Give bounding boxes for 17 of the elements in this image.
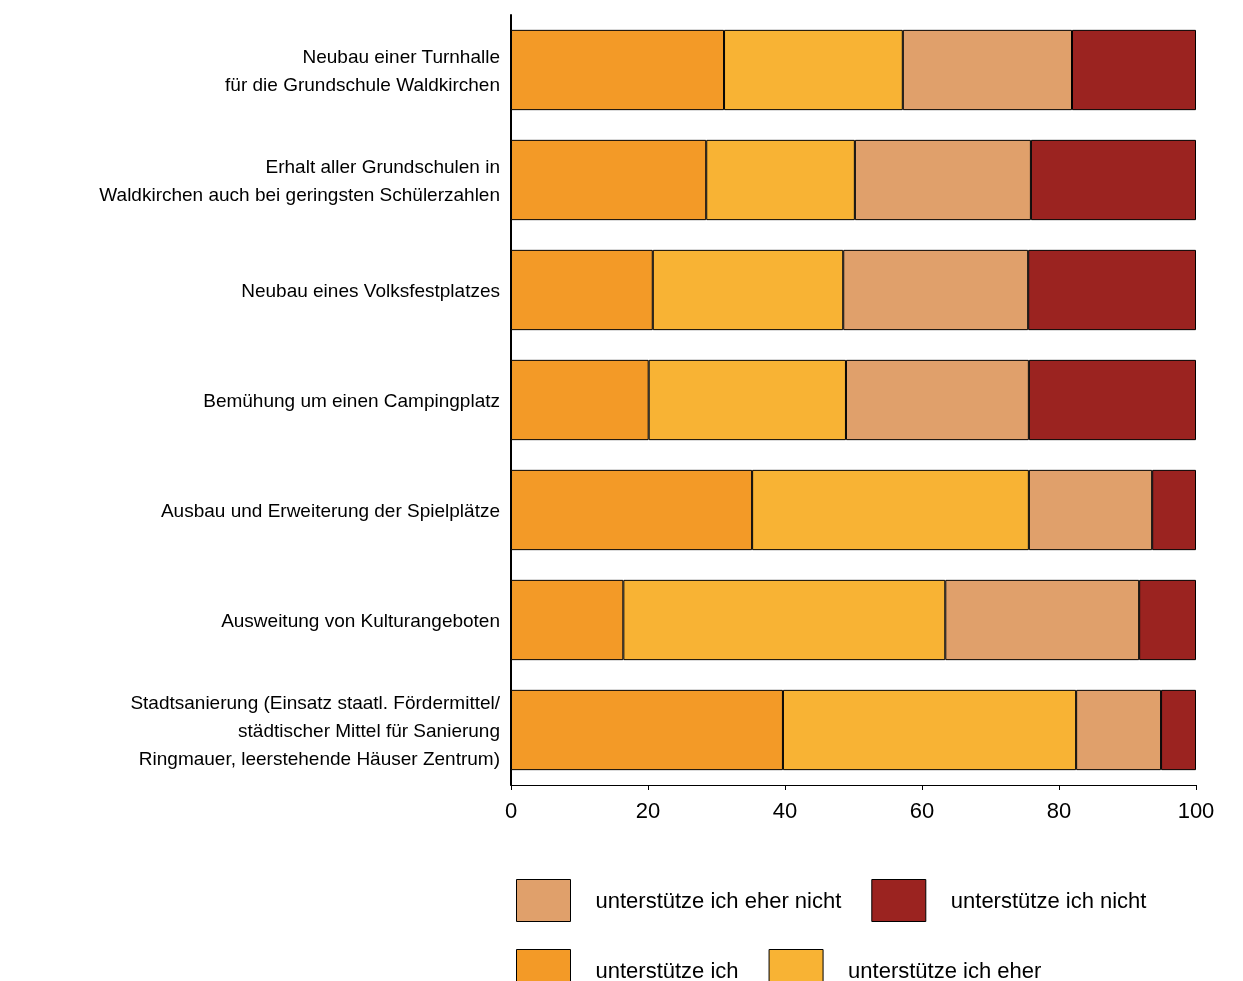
legend-label: unterstütze ich eher: [848, 958, 1042, 981]
y-tick-label: Ausweitung von Kulturangeboten: [221, 609, 500, 631]
x-tick-label: 0: [504, 797, 518, 823]
y-tick-label: Stadtsanierung (Einsatz staatl. Fördermittel/ städtischer Mittel für Sanierung Ringmauer, leerstehende Häuser Zentrum): [130, 691, 501, 769]
y-tick-label: Erhalt aller Grundschulen in Waldkirchen auch bei geringsten Schülerzahlen: [99, 155, 500, 205]
x-tick-label: 100: [1177, 797, 1215, 823]
x-tick-label: 80: [1046, 797, 1072, 823]
x-tick-label: 60: [909, 797, 935, 823]
legend-label: unterstütze ich nicht: [950, 888, 1147, 913]
legend-label: unterstütze ich eher nicht: [595, 888, 842, 913]
y-tick-label: Neubau eines Volksfestplatzes: [241, 279, 500, 301]
x-tick-label: 40: [772, 797, 798, 823]
x-tick-label: 20: [635, 797, 661, 823]
y-tick-label: Bemühung um einen Campingplatz: [203, 389, 500, 411]
legend-label: unterstütze ich: [595, 958, 739, 981]
y-tick-label: Ausbau und Erweiterung der Spielplätze: [160, 499, 500, 521]
y-tick-label: Neubau einer Turnhalle für die Grundschule Waldkirchen: [225, 45, 500, 95]
